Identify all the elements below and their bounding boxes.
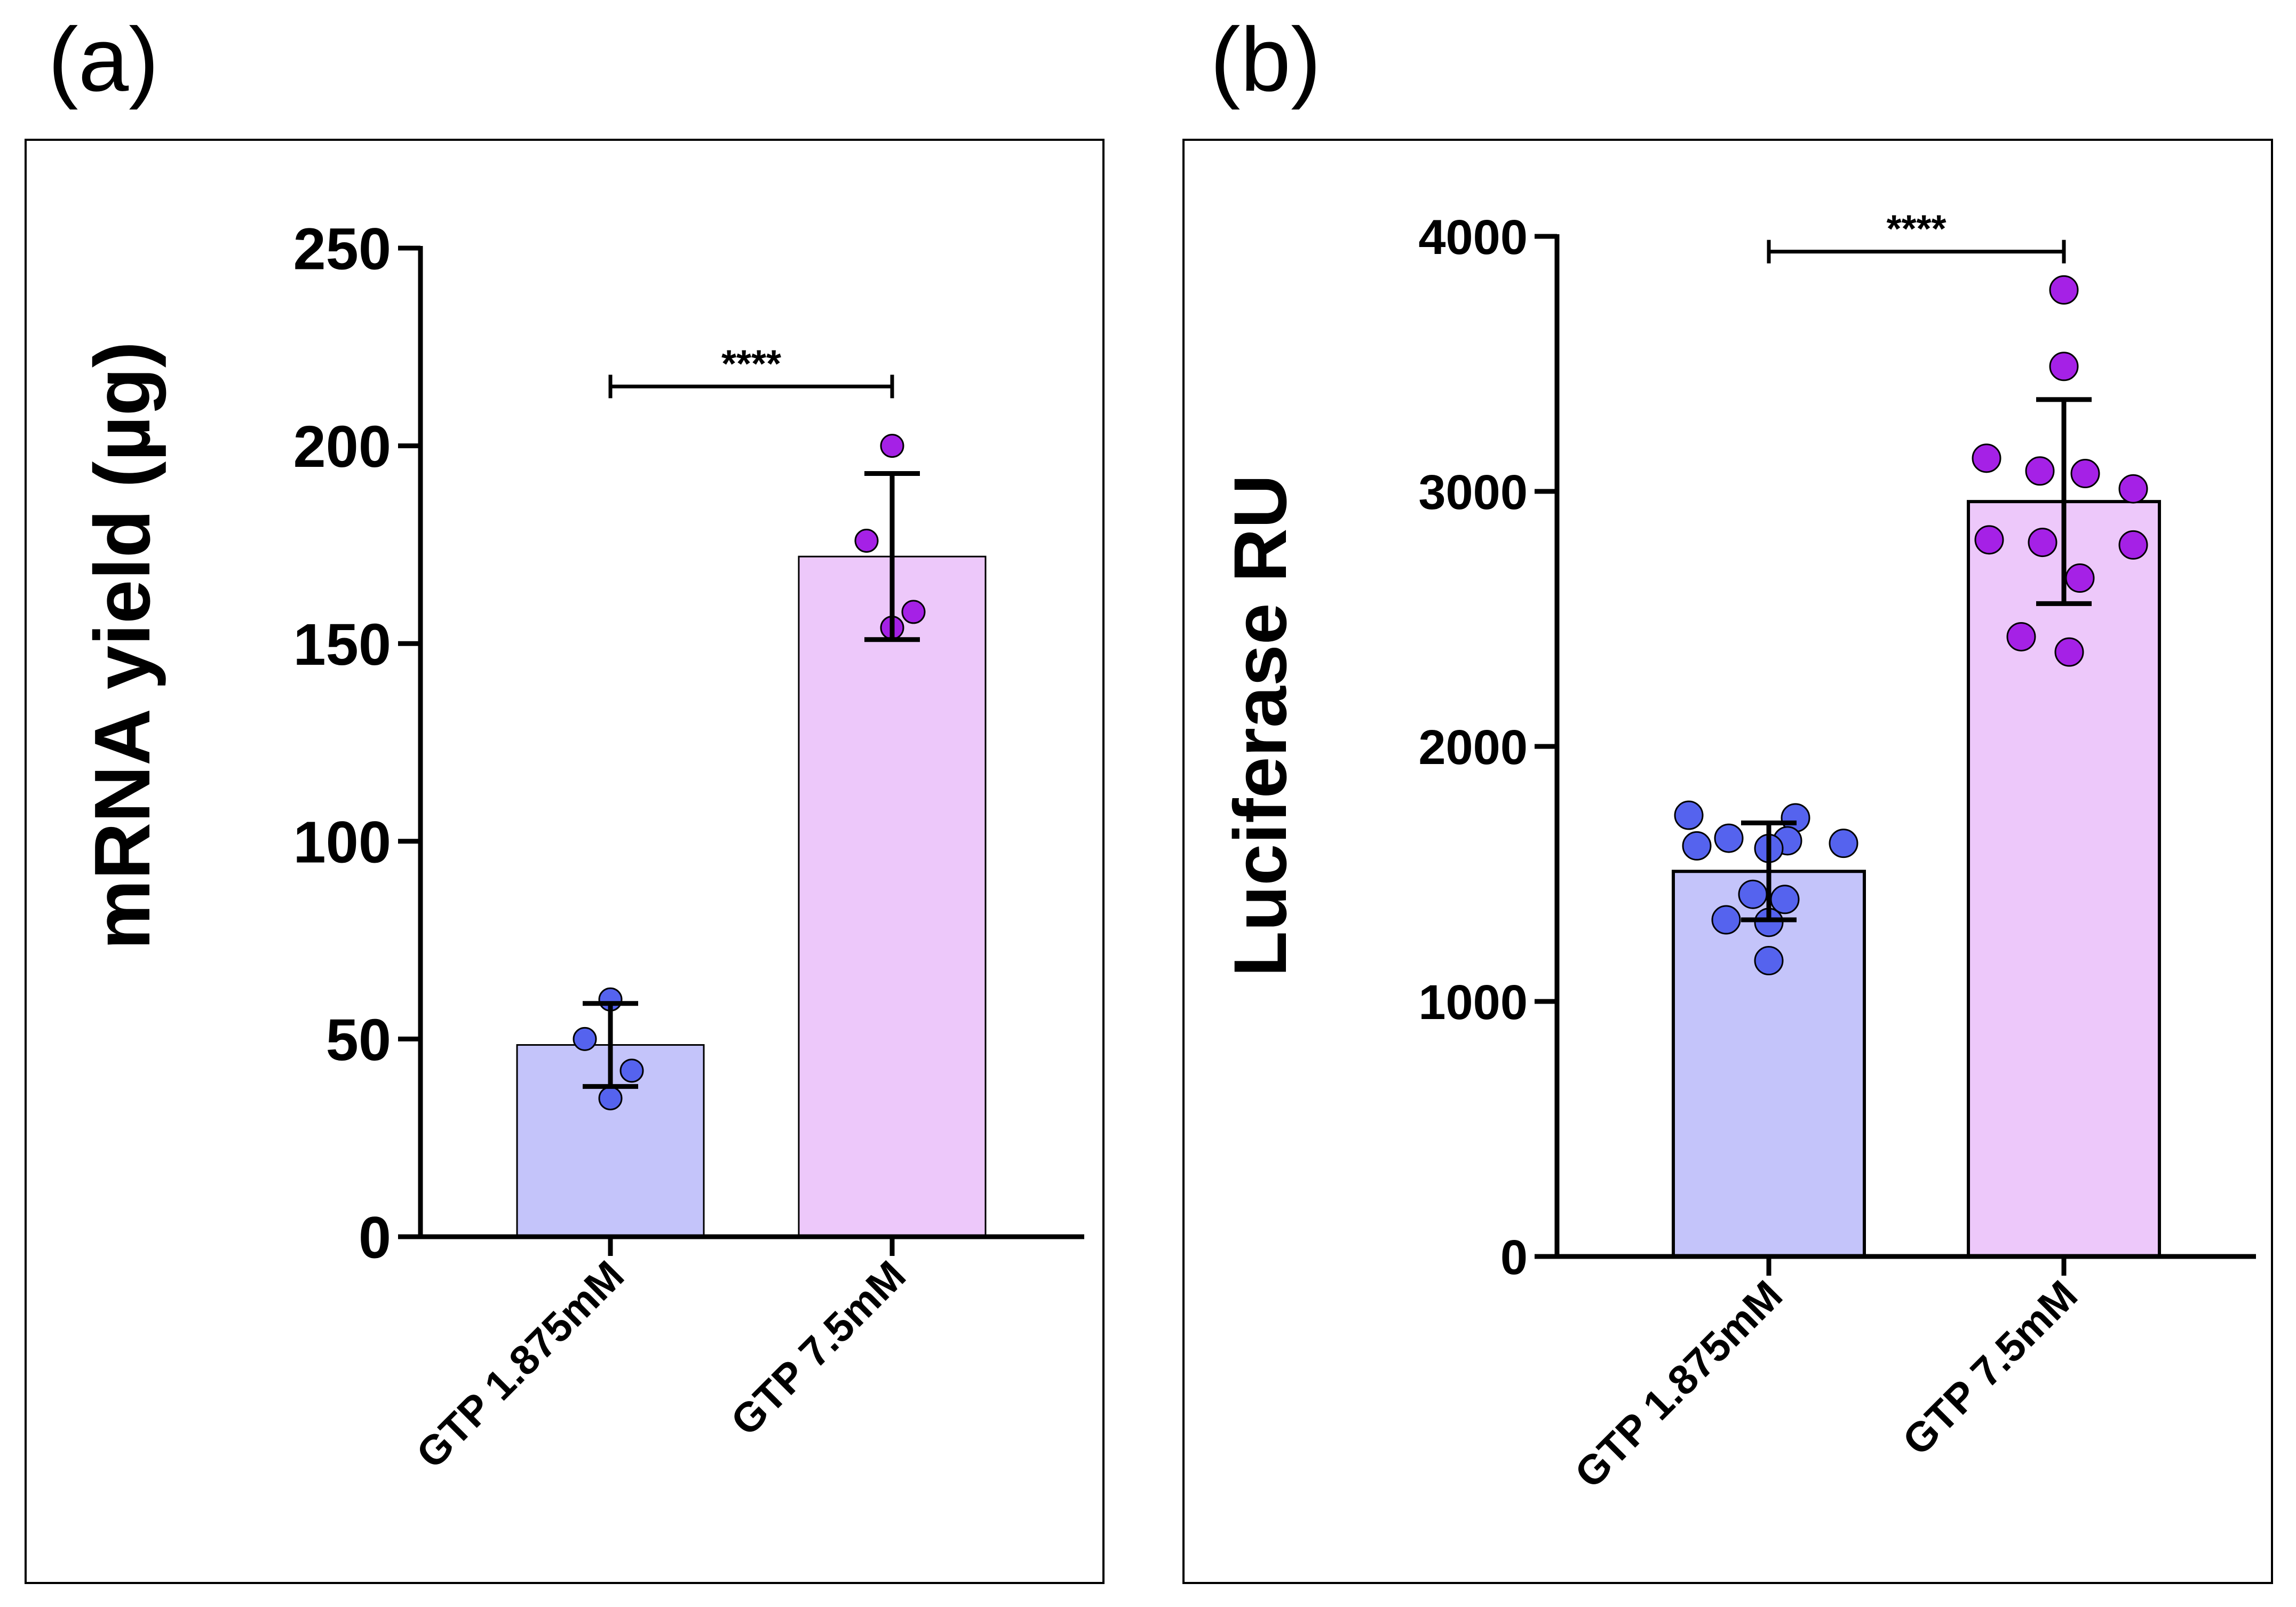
panel-a-frame — [25, 139, 1105, 1584]
y-tick-label: 200 — [293, 414, 391, 480]
data-point — [1674, 800, 1704, 830]
x-tick-label: GTP 1.875mM — [1566, 1271, 1791, 1497]
significance-label: **** — [721, 343, 781, 385]
panel-a-x-labels: GTP 1.875mM GTP 7.5mM — [407, 1252, 915, 1477]
significance-label: **** — [1886, 208, 1946, 251]
y-tick-label: 100 — [293, 809, 391, 875]
panel-b-bars — [1672, 500, 2161, 1276]
error-bar-1 — [1741, 820, 1797, 922]
y-tick-label: 250 — [293, 217, 391, 282]
data-point — [2118, 474, 2148, 504]
panel-b-error-bars — [1741, 397, 2092, 922]
panel-a-bars — [516, 555, 987, 1256]
data-point — [2054, 637, 2084, 667]
data-point — [1738, 879, 1768, 909]
panel-b-y-label: Luciferase RU — [1218, 474, 1302, 976]
panel-b-x-labels: GTP 1.875mM GTP 7.5mM — [1566, 1271, 2086, 1497]
y-tick-label: 50 — [326, 1007, 391, 1073]
panel-a: (a) mRNA yield (µg) 0 50 100 150 200 250 ****… — [25, 9, 1105, 1584]
y-tick-label: 3000 — [1418, 465, 1528, 520]
panel-b-axes — [1554, 234, 2256, 1259]
data-point — [1754, 946, 1784, 976]
data-point — [2070, 459, 2100, 489]
data-point — [598, 1086, 623, 1111]
panel-a-y-ticks: 0 50 100 150 200 250 — [293, 217, 420, 1271]
data-point — [1974, 525, 2004, 555]
panel-b-points — [1674, 275, 2148, 976]
data-point — [1714, 823, 1744, 853]
significance-bracket — [1767, 240, 2066, 264]
panel-a-axes — [418, 246, 1084, 1239]
data-point — [2049, 352, 2079, 381]
panel-b-frame — [1182, 139, 2273, 1584]
panel-b: (b) Luciferase RU 0 1000 2000 3000 4000 ****… — [1182, 9, 2273, 1584]
panel-a-points — [573, 434, 926, 1111]
data-point — [2006, 622, 2036, 651]
data-point — [854, 528, 879, 553]
bar-2 — [1967, 500, 2161, 1258]
significance-bracket — [608, 375, 894, 399]
panel-a-y-label: mRNA yield (µg) — [78, 341, 166, 950]
panel-a-label: (a) — [48, 9, 159, 110]
data-point — [619, 1059, 644, 1083]
data-point — [1682, 831, 1712, 861]
bar-2 — [798, 555, 987, 1238]
error-bar-2 — [864, 471, 920, 642]
data-point — [1711, 905, 1741, 935]
error-bar-2 — [2036, 397, 2092, 606]
y-tick-label: 1000 — [1418, 975, 1528, 1030]
panel-b-y-ticks: 0 1000 2000 3000 4000 — [1418, 210, 1557, 1285]
y-tick-label: 0 — [1500, 1230, 1528, 1285]
data-point — [2065, 563, 2095, 593]
data-point — [901, 600, 926, 624]
data-point — [1972, 443, 2001, 473]
panel-a-significance: **** — [608, 343, 894, 399]
error-bar-1 — [583, 1001, 638, 1089]
panel-a-error-bars — [583, 471, 920, 1089]
data-point — [1829, 829, 1858, 858]
x-tick-label: GTP 7.5mM — [1893, 1271, 2086, 1465]
data-point — [880, 434, 904, 458]
x-tick-label: GTP 1.875mM — [407, 1252, 633, 1477]
data-point — [2028, 528, 2057, 558]
y-tick-label: 150 — [293, 612, 391, 678]
data-point — [2118, 530, 2148, 560]
panel-b-label: (b) — [1210, 9, 1321, 110]
y-tick-label: 0 — [359, 1205, 391, 1271]
data-point — [573, 1027, 597, 1051]
y-tick-label: 4000 — [1418, 210, 1528, 265]
y-tick-label: 2000 — [1418, 720, 1528, 775]
data-point — [2049, 275, 2079, 305]
panel-b-significance: **** — [1767, 208, 2066, 264]
data-point — [2025, 456, 2055, 486]
x-tick-label: GTP 7.5mM — [721, 1252, 915, 1445]
